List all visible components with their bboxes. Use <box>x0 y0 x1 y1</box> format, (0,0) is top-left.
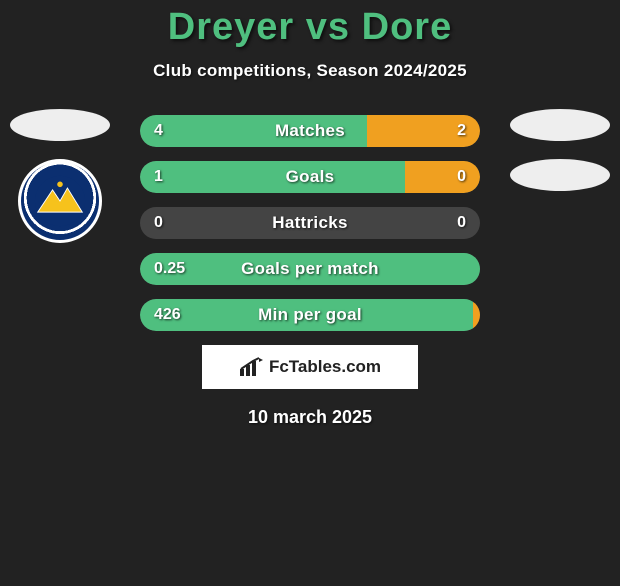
bar-left <box>140 253 480 285</box>
player1-name: Dreyer <box>168 6 294 48</box>
comparison-chart: 4Matches2 1Goals0 0Hattricks0 0.25Goals per… <box>0 115 620 331</box>
bars-icon <box>239 357 263 377</box>
badge-svg <box>21 162 99 240</box>
left-player-column <box>10 109 110 243</box>
right-player-column <box>510 109 610 209</box>
torquay-united-badge <box>18 159 102 243</box>
stat-row: 4Matches2 <box>140 115 480 147</box>
bar-right <box>405 161 480 193</box>
stat-row: 0Hattricks0 <box>140 207 480 239</box>
watermark-text: FcTables.com <box>269 357 381 377</box>
watermark: FcTables.com <box>202 345 418 389</box>
player1-photo-placeholder <box>10 109 110 141</box>
bar-right <box>473 299 480 331</box>
bar-left <box>140 161 405 193</box>
stat-row: 1Goals0 <box>140 161 480 193</box>
snapshot-date: 10 march 2025 <box>0 407 620 428</box>
player2-club-placeholder <box>510 159 610 191</box>
stat-row: 0.25Goals per match <box>140 253 480 285</box>
stat-label: Hattricks <box>140 207 480 239</box>
stat-value-right: 0 <box>457 207 466 239</box>
stat-row: 426Min per goal <box>140 299 480 331</box>
stat-value-left: 0 <box>154 207 163 239</box>
stat-rows: 4Matches2 1Goals0 0Hattricks0 0.25Goals per… <box>140 115 480 331</box>
bar-left <box>140 115 367 147</box>
subtitle: Club competitions, Season 2024/2025 <box>0 61 620 81</box>
page-title: Dreyer vs Dore <box>0 6 620 49</box>
player2-photo-placeholder <box>510 109 610 141</box>
vs-text: vs <box>306 6 350 48</box>
player1-club-badge <box>10 159 110 243</box>
player2-name: Dore <box>362 6 453 48</box>
bar-right <box>367 115 480 147</box>
bar-left <box>140 299 473 331</box>
